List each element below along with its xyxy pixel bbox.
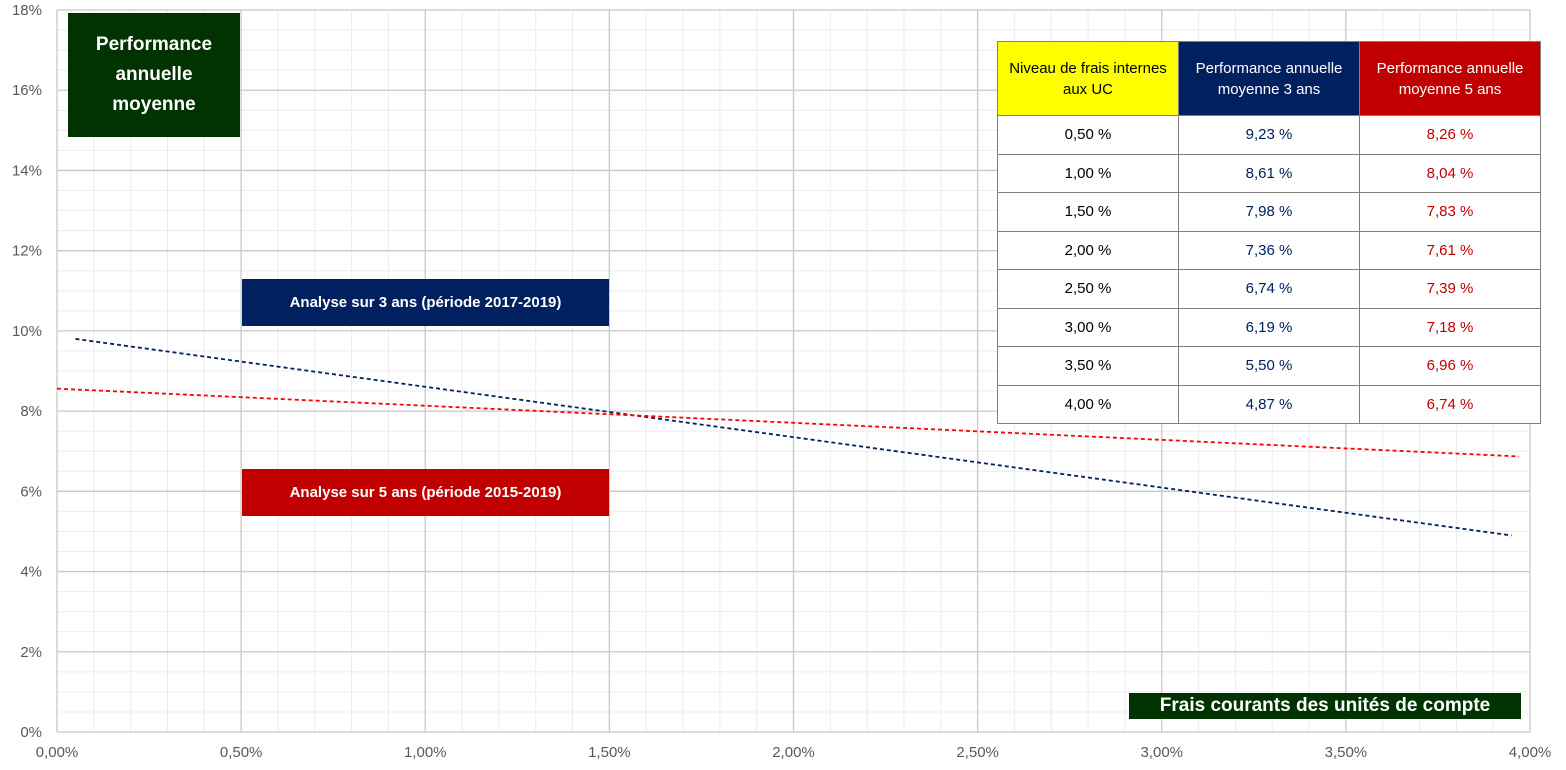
series-label-3-years: Analyse sur 3 ans (période 2017-2019)	[242, 279, 609, 326]
cell-fee-level: 2,00 %	[997, 230, 1179, 270]
cell-performance-3y: 8,61 %	[1178, 153, 1360, 193]
chart-title: Performance annuelle moyenne	[68, 13, 240, 137]
cell-performance-5y: 7,83 %	[1359, 192, 1541, 232]
x-tick-label: 1,00%	[404, 744, 447, 761]
cell-performance-3y: 5,50 %	[1178, 346, 1360, 386]
table-header-row: Niveau de frais internes aux UC Performa…	[997, 41, 1541, 116]
header-fee-level: Niveau de frais internes aux UC	[997, 41, 1179, 116]
header-performance-3y: Performance annuelle moyenne 3 ans	[1178, 41, 1360, 116]
cell-performance-5y: 6,74 %	[1359, 384, 1541, 424]
table-row: 1,50 % 7,98 % 7,83 %	[997, 192, 1541, 232]
table-row: 3,00 % 6,19 % 7,18 %	[997, 307, 1541, 347]
cell-performance-5y: 7,39 %	[1359, 269, 1541, 309]
y-tick-label: 12%	[12, 243, 42, 260]
y-tick-label: 2%	[20, 644, 42, 661]
table-row: 0,50 % 9,23 % 8,26 %	[997, 115, 1541, 155]
cell-fee-level: 3,00 %	[997, 307, 1179, 347]
cell-performance-3y: 4,87 %	[1178, 384, 1360, 424]
y-tick-label: 14%	[12, 162, 42, 179]
cell-fee-level: 3,50 %	[997, 346, 1179, 386]
x-tick-label: 2,50%	[956, 744, 999, 761]
cell-fee-level: 4,00 %	[997, 384, 1179, 424]
cell-fee-level: 0,50 %	[997, 115, 1179, 155]
cell-performance-5y: 7,61 %	[1359, 230, 1541, 270]
series-lines	[56, 338, 1519, 537]
x-tick-label: 0,00%	[36, 744, 79, 761]
x-axis-ticks: 0,00% 0,50% 1,00% 1,50% 2,00% 2,50% 3,00% 3,50%…	[36, 744, 1552, 761]
table-row: 2,50 % 6,74 % 7,39 %	[997, 269, 1541, 309]
cell-performance-5y: 8,04 %	[1359, 153, 1541, 193]
data-table: Niveau de frais internes aux UC Performa…	[997, 41, 1541, 424]
cell-performance-3y: 6,19 %	[1178, 307, 1360, 347]
y-tick-label: 4%	[20, 564, 42, 581]
y-tick-label: 18%	[12, 2, 42, 19]
table-row: 3,50 % 5,50 % 6,96 %	[997, 346, 1541, 386]
cell-performance-3y: 9,23 %	[1178, 115, 1360, 155]
cell-performance-3y: 7,98 %	[1178, 192, 1360, 232]
table-row: 4,00 % 4,87 % 6,74 %	[997, 384, 1541, 424]
y-tick-label: 8%	[20, 403, 42, 420]
header-performance-5y: Performance annuelle moyenne 5 ans	[1359, 41, 1541, 116]
y-tick-label: 16%	[12, 82, 42, 99]
cell-fee-level: 1,00 %	[997, 153, 1179, 193]
x-axis-title: Frais courants des unités de compte	[1129, 693, 1521, 719]
x-tick-label: 3,00%	[1140, 744, 1183, 761]
cell-performance-5y: 7,18 %	[1359, 307, 1541, 347]
cell-performance-3y: 7,36 %	[1178, 230, 1360, 270]
table-row: 1,00 % 8,61 % 8,04 %	[997, 153, 1541, 193]
table-body: 0,50 % 9,23 % 8,26 % 1,00 % 8,61 % 8,04 % 1,50…	[997, 115, 1541, 424]
x-tick-label: 2,00%	[772, 744, 815, 761]
y-tick-label: 6%	[20, 483, 42, 500]
cell-performance-5y: 8,26 %	[1359, 115, 1541, 155]
x-tick-label: 3,50%	[1325, 744, 1368, 761]
cell-performance-3y: 6,74 %	[1178, 269, 1360, 309]
cell-fee-level: 1,50 %	[997, 192, 1179, 232]
series-line-3-years	[75, 338, 1512, 537]
x-tick-label: 0,50%	[220, 744, 263, 761]
x-tick-label: 1,50%	[588, 744, 631, 761]
cell-fee-level: 2,50 %	[997, 269, 1179, 309]
series-label-5-years: Analyse sur 5 ans (période 2015-2019)	[242, 469, 609, 516]
x-tick-label: 4,00%	[1509, 744, 1552, 761]
cell-performance-5y: 6,96 %	[1359, 346, 1541, 386]
y-axis-ticks: 0% 2% 4% 6% 8% 10% 12% 14% 16% 18%	[12, 2, 42, 741]
y-tick-label: 0%	[20, 724, 42, 741]
y-tick-label: 10%	[12, 323, 42, 340]
table-row: 2,00 % 7,36 % 7,61 %	[997, 230, 1541, 270]
series-line-5-years	[56, 387, 1519, 458]
